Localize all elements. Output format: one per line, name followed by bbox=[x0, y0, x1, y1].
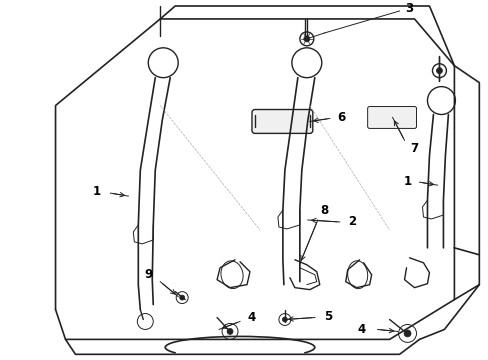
Text: 9: 9 bbox=[144, 268, 152, 281]
Circle shape bbox=[226, 328, 233, 334]
Circle shape bbox=[179, 295, 184, 300]
Text: 4: 4 bbox=[247, 311, 256, 324]
Circle shape bbox=[303, 36, 309, 42]
Text: 3: 3 bbox=[405, 3, 413, 15]
Text: 2: 2 bbox=[347, 216, 355, 229]
Circle shape bbox=[403, 330, 410, 337]
Circle shape bbox=[282, 317, 287, 322]
Text: 7: 7 bbox=[409, 142, 418, 155]
Text: 8: 8 bbox=[320, 203, 328, 216]
Circle shape bbox=[436, 68, 442, 74]
Text: 6: 6 bbox=[337, 111, 345, 124]
Text: 4: 4 bbox=[357, 323, 365, 336]
Text: 5: 5 bbox=[323, 310, 331, 323]
Text: 1: 1 bbox=[403, 175, 411, 188]
FancyBboxPatch shape bbox=[251, 109, 312, 134]
Text: 1: 1 bbox=[92, 185, 100, 198]
FancyBboxPatch shape bbox=[367, 107, 416, 129]
